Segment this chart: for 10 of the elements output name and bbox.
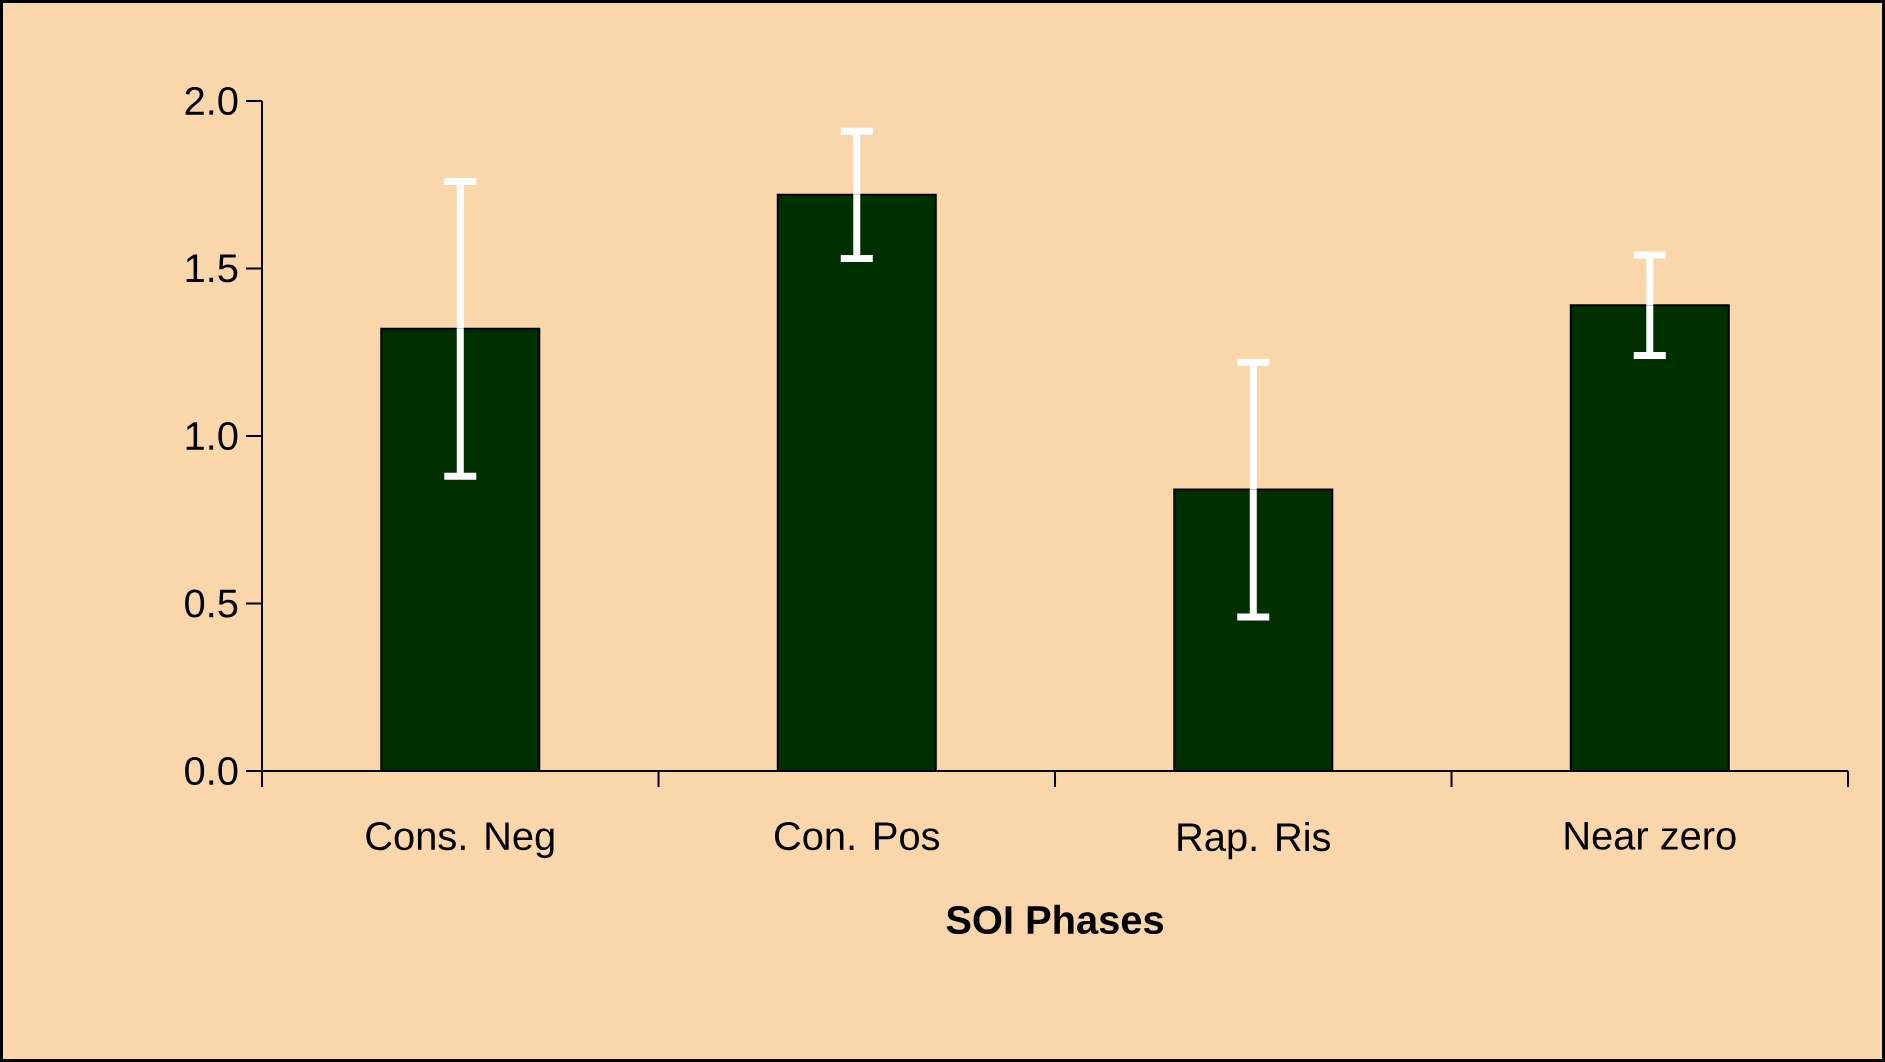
y-tick-label: 1.5 (186, 254, 238, 283)
x-tick-label: Rap. Ris (1178, 822, 1331, 860)
x-tick-label: Cons. Neg (366, 822, 554, 859)
x-axis-title: SOI Phases (946, 904, 1164, 935)
x-tick-label: Near zero (1565, 822, 1736, 850)
y-tick-label: 2.0 (185, 86, 238, 116)
y-tick-label: 0.5 (185, 589, 238, 618)
y-tick-label: 1.0 (186, 421, 238, 451)
y-tick-label: 0.0 (185, 756, 238, 786)
x-tick-label: Con. Pos (774, 822, 940, 851)
